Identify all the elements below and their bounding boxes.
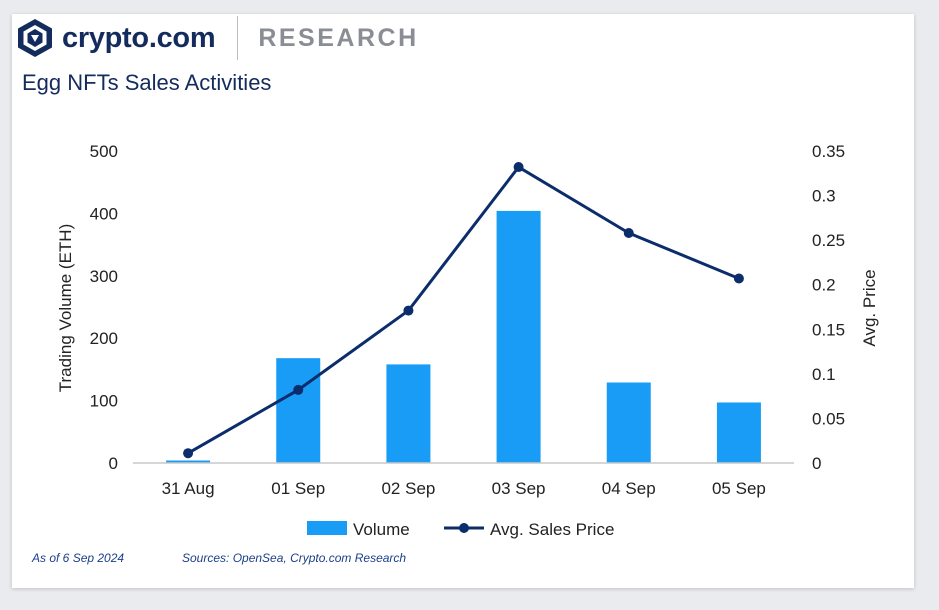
x-tick-label: 04 Sep	[602, 479, 656, 498]
y2-tick-label: 0.35	[812, 142, 845, 161]
legend-label-avg-price: Avg. Sales Price	[490, 520, 614, 539]
x-tick-label: 02 Sep	[381, 479, 435, 498]
y-axis-title: Trading Volume (ETH)	[56, 224, 75, 392]
y2-tick-label: 0.05	[812, 409, 845, 428]
y-tick-label: 300	[90, 267, 118, 286]
avg-price-point	[403, 305, 414, 316]
brand-name: crypto.com	[62, 21, 216, 54]
x-tick-label: 31 Aug	[162, 479, 215, 498]
bar	[606, 382, 651, 463]
bar	[386, 364, 431, 463]
brand-divider	[237, 16, 239, 60]
chart-title: Egg NFTs Sales Activities	[22, 70, 272, 95]
avg-price-point	[733, 273, 744, 284]
avg-price-point	[183, 448, 194, 459]
y2-axis-title: Avg. Price	[860, 269, 879, 346]
bar-series	[166, 210, 761, 463]
y2-tick-label: 0.1	[812, 365, 836, 384]
brand-header: crypto.com RESEARCH	[16, 16, 419, 60]
y2-tick-label: 0.3	[812, 187, 836, 206]
y-axis-ticks: 0 100 200 300 400 500	[90, 142, 118, 473]
y-tick-label: 100	[90, 392, 118, 411]
legend-swatch-volume	[307, 521, 347, 535]
y-tick-label: 200	[90, 329, 118, 348]
legend-label-volume: Volume	[353, 520, 410, 539]
y2-tick-label: 0	[812, 454, 821, 473]
bar	[166, 460, 211, 463]
line-series	[183, 162, 744, 459]
y-tick-label: 400	[90, 204, 118, 223]
y-tick-label: 0	[109, 454, 118, 473]
chart-card	[12, 14, 914, 588]
y2-tick-label: 0.25	[812, 231, 845, 250]
as-of-note: As of 6 Sep 2024	[32, 551, 125, 565]
avg-price-point	[623, 228, 634, 239]
y-tick-label: 500	[90, 142, 118, 161]
x-axis-ticks: 31 Aug 01 Sep 02 Sep 03 Sep 04 Sep 05 Sep	[162, 479, 766, 498]
avg-price-point	[293, 384, 304, 395]
x-tick-label: 05 Sep	[712, 479, 766, 498]
sources-note: Sources: OpenSea, Crypto.com Research	[182, 551, 407, 565]
crypto-com-logo-icon	[18, 19, 52, 57]
y2-axis-ticks: 0 0.05 0.1 0.15 0.2 0.25 0.3 0.35	[812, 142, 845, 473]
x-tick-label: 03 Sep	[492, 479, 546, 498]
legend-marker-avg-price	[459, 523, 469, 533]
bar	[496, 210, 541, 463]
bar	[276, 358, 321, 463]
brand-division: RESEARCH	[258, 23, 419, 52]
avg-price-line	[187, 165, 740, 455]
y2-tick-label: 0.15	[812, 320, 845, 339]
bar	[716, 402, 761, 463]
x-tick-label: 01 Sep	[271, 479, 325, 498]
y2-tick-label: 0.2	[812, 276, 836, 295]
legend: Volume Avg. Sales Price	[307, 520, 614, 539]
avg-price-point	[513, 162, 524, 173]
